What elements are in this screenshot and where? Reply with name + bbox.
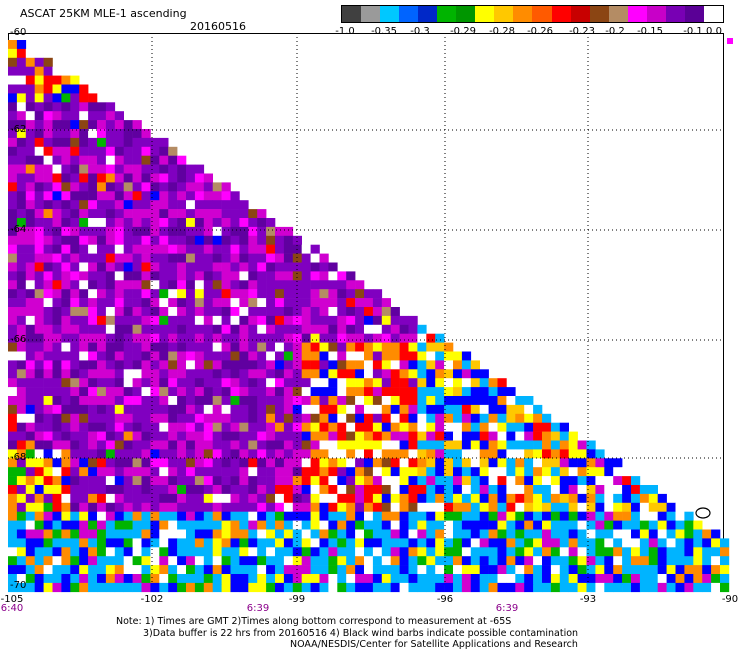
lat-label: -68 (10, 452, 27, 463)
colorbar-tick-label: -0.15 (637, 26, 663, 37)
wind-pixel-layer (8, 40, 730, 593)
lat-label: -64 (10, 224, 27, 235)
lon-label: -105 (0, 594, 24, 605)
colorbar (341, 5, 724, 23)
colorbar-swatch (551, 6, 571, 22)
colorbar-swatch (589, 6, 609, 22)
lat-label: -70 (10, 580, 27, 591)
colorbar-swatch (684, 6, 704, 22)
colorbar-swatch (703, 6, 723, 22)
colorbar-tick-label: -0.26 (527, 26, 553, 37)
colorbar-swatch (532, 6, 552, 22)
colorbar-swatch (437, 6, 457, 22)
lat-label: -60 (10, 27, 27, 38)
lon-label: -102 (140, 594, 164, 605)
lat-label: -66 (10, 334, 27, 345)
product-date: 20160516 (190, 20, 246, 33)
island-outline (695, 507, 711, 519)
colorbar-tick-label: -0.2 (605, 26, 625, 37)
colorbar-swatch (665, 6, 685, 22)
colorbar-swatch (399, 6, 419, 22)
lon-label: -99 (288, 594, 306, 605)
lon-label: -96 (436, 594, 454, 605)
colorbar-swatch (494, 6, 514, 22)
colorbar-tick-label: -0.35 (371, 26, 397, 37)
product-title: ASCAT 25KM MLE-1 ascending (20, 7, 187, 20)
colorbar-swatch (608, 6, 628, 22)
colorbar-swatch (361, 6, 381, 22)
colorbar-swatch (418, 6, 438, 22)
legend-marker-icon (727, 38, 733, 44)
lon-label: -90 (721, 594, 739, 605)
note-line-2: 3)Data buffer is 22 hrs from 20160516 4)… (143, 628, 579, 639)
colorbar-swatch (646, 6, 666, 22)
colorbar-tick-label: -0.3 (410, 26, 430, 37)
colorbar-swatch (475, 6, 495, 22)
colorbar-swatch (513, 6, 533, 22)
time-label: 6:40 (0, 603, 24, 614)
time-label: 6:39 (495, 603, 519, 614)
colorbar-swatch (456, 6, 476, 22)
colorbar-tick-label: -0.29 (450, 26, 476, 37)
lat-label: -62 (10, 124, 27, 135)
lon-label: -93 (579, 594, 597, 605)
colorbar-swatch (380, 6, 400, 22)
graticule (8, 33, 724, 585)
colorbar-swatch (570, 6, 590, 22)
colorbar-tick-label: 0.0 (706, 26, 722, 37)
time-label: 6:39 (246, 603, 270, 614)
colorbar-labels: -1.0 -0.35 -0.3 -0.29 -0.28 -0.26 -0.23 -0.2 -0.… (0, 26, 740, 38)
note-line-3: NOAA/NESDIS/Center for Satellite Applica… (290, 639, 578, 650)
colorbar-swatch (627, 6, 647, 22)
note-line-1: Note: 1) Times are GMT 2)Times along bot… (116, 616, 512, 627)
colorbar-swatch (342, 6, 362, 22)
colorbar-tick-label: -1.0 (335, 26, 355, 37)
colorbar-tick-label: -0.28 (489, 26, 515, 37)
colorbar-tick-label: -0.1 (683, 26, 703, 37)
colorbar-tick-label: -0.23 (569, 26, 595, 37)
